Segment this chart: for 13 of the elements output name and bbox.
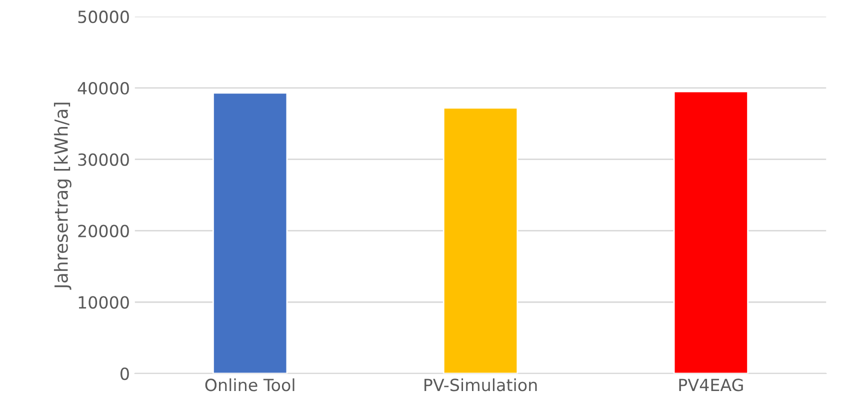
x-tick-label: Online Tool <box>205 378 294 392</box>
bar <box>442 107 518 374</box>
y-tick-label: 40000 <box>78 82 129 95</box>
y-tick-label: 30000 <box>78 153 129 166</box>
bar <box>212 92 288 374</box>
y-tick-label: 10000 <box>78 296 129 309</box>
x-tick-label: PV-Simulation <box>424 378 537 392</box>
y-tick-label: 0 <box>120 367 129 380</box>
y-axis-title: Jahresertrag [kWh/a] <box>54 102 72 290</box>
y-tick-label: 50000 <box>78 10 129 24</box>
x-tick-label: PV4EAG <box>679 378 743 392</box>
y-tick-label: 20000 <box>78 224 129 238</box>
bar <box>673 90 748 374</box>
